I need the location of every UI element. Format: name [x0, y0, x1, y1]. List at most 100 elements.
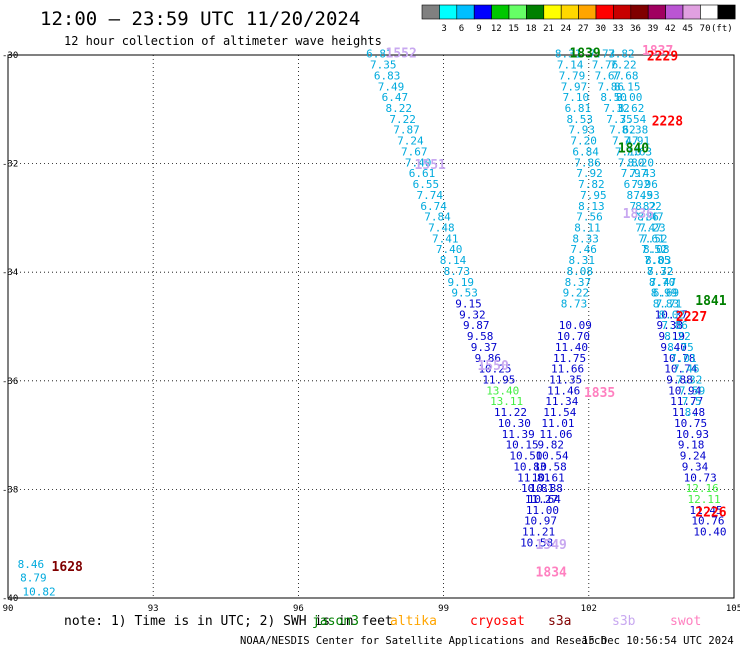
wave-height-label: 11.81 [517, 471, 550, 484]
wave-height-label: 8.47 [637, 211, 664, 224]
wave-height-label: 8.22 [664, 330, 691, 343]
legend-swatch [508, 4, 527, 20]
wave-height-label: 12.16 [686, 482, 719, 495]
wave-height-label: 6.83 [374, 69, 401, 82]
wave-height-label: 10.40 [693, 526, 726, 539]
credit-text: NOAA/NESDIS Center for Satellite Applica… [240, 635, 607, 647]
y-tick-label: -40 [2, 594, 18, 604]
legend-unit: (ft) [711, 24, 733, 34]
pass-labels: 1552 1551 1550 1549 1834 1835 1836 1837 1839 1840… [52, 44, 727, 580]
pass-label: 1549 [536, 538, 567, 553]
wave-height-label: 13.40 [486, 384, 519, 397]
wave-height-label: 9.86 [475, 352, 502, 365]
wave-height-label: 7.52 [641, 232, 668, 245]
legend-tick-label: 3 [441, 24, 446, 34]
wave-height-label: 9.58 [467, 330, 494, 343]
wave-height-label: 8.02 [658, 308, 685, 321]
wave-height-label: 10.70 [557, 330, 590, 343]
wave-height-label: 10.15 [506, 439, 539, 452]
wave-height-label: 7.63 [626, 145, 653, 158]
legend-tick-label: 27 [578, 24, 589, 34]
wave-height-label: 7.61 [638, 232, 665, 245]
wave-height-label: 11.00 [526, 504, 559, 517]
wave-height-label: 7.71 [656, 297, 683, 310]
legend-tick-label: 45 [682, 24, 693, 34]
wave-height-label: 9.22 [563, 287, 590, 300]
pass-label: 1837 [642, 44, 673, 59]
pass-label: 1836 [623, 207, 654, 222]
pass-label: 1550 [477, 359, 508, 374]
wave-height-label: 7.74 [416, 189, 443, 202]
wave-height-label: 8.15 [614, 80, 641, 93]
wave-height-label: 11.77 [670, 395, 703, 408]
wave-height-label: 10.58 [534, 460, 567, 473]
wave-height-label: 10.83 [513, 460, 546, 473]
wave-height-label: 10.50 [509, 450, 542, 463]
wave-height-label: 10.37 [655, 308, 688, 321]
legend-swatch [578, 4, 597, 20]
pass-label: 1551 [415, 158, 446, 173]
wave-height-label: 7.97 [621, 167, 648, 180]
wave-height-label: 7.54 [620, 113, 647, 126]
wave-height-label: 8.79 [20, 572, 46, 585]
legend-swatch [439, 4, 458, 20]
wave-height-label: 11.54 [543, 406, 576, 419]
wave-height-label: 8.14 [440, 254, 467, 267]
wave-height-label: 7.91 [624, 135, 651, 148]
wave-height-label: 6.81 [565, 102, 592, 115]
legend-swatch [421, 4, 440, 20]
wave-height-label: 7.67 [401, 145, 428, 158]
wave-height-label: 7.82 [608, 48, 635, 61]
pass-label: 2229 [647, 49, 678, 64]
y-tick-label: -34 [2, 268, 18, 278]
legend-swatch [595, 4, 614, 20]
x-tick-label: 102 [581, 604, 597, 614]
wave-height-label: 7.86 [598, 80, 625, 93]
wave-height-label: 7.84 [424, 211, 451, 224]
wave-height-label: 7.80 [618, 156, 645, 169]
wave-height-label: 12.11 [688, 493, 721, 506]
wave-height-label: 9.53 [451, 287, 478, 300]
satellite-name: s3b [612, 614, 636, 629]
wave-height-label: 6.55 [413, 178, 440, 191]
wave-height-label: 6.81 [366, 48, 393, 61]
wave-height-label: 7.79 [559, 69, 586, 82]
wave-height-label: 8.73 [444, 265, 471, 278]
x-tick-label: 105 [726, 604, 740, 614]
wave-height-label: 8.22 [386, 102, 413, 115]
wave-height-observations: 6.817.356.837.496.478.227.227.877.247.67… [18, 48, 727, 599]
y-tick-label: -32 [2, 160, 18, 170]
wave-height-label: 10.30 [498, 417, 531, 430]
legend-tick-label: 36 [630, 24, 641, 34]
y-tick-label: -36 [2, 377, 18, 387]
wave-height-label: 11.48 [672, 406, 705, 419]
wave-height-label: 11.66 [551, 363, 584, 376]
wave-height-label: 7.82 [578, 178, 605, 191]
wave-height-label: 11.35 [549, 374, 582, 387]
wave-height-label: 8.31 [568, 254, 595, 267]
chart-subtitle: 12 hour collection of altimeter wave hei… [64, 34, 382, 48]
wave-height-label: 8.70 [649, 276, 676, 289]
plot-frame [7, 54, 735, 599]
wave-height-label: 8.13 [578, 200, 605, 213]
wave-height-label: 11.46 [547, 384, 580, 397]
wave-height-label: 7.35 [370, 59, 397, 72]
wave-height-label: 7.48 [428, 221, 455, 234]
wave-height-label: 11.06 [539, 428, 572, 441]
wave-height-label: 11.75 [553, 352, 586, 365]
wave-height-label: 8. [685, 406, 698, 419]
wave-height-label: 10.97 [524, 515, 557, 528]
chart-title: 12:00 — 23:59 UTC 11/20/2024 [40, 8, 360, 30]
wave-height-label: 8.53 [567, 113, 594, 126]
wave-height-label: 11.40 [555, 341, 588, 354]
wave-height-label: 7.68 [612, 69, 639, 82]
legend-tick-label: 21 [543, 24, 554, 34]
wave-height-label: 10.09 [559, 319, 592, 332]
wave-height-label: 10.73 [684, 471, 717, 484]
pass-label: 2227 [676, 310, 707, 325]
wave-height-label: 7.96 [631, 178, 658, 191]
grid-lines [8, 55, 734, 598]
wave-height-label: 8.33 [572, 232, 599, 245]
legend-swatch [665, 4, 684, 20]
wave-height-label: 7.32 [603, 102, 630, 115]
